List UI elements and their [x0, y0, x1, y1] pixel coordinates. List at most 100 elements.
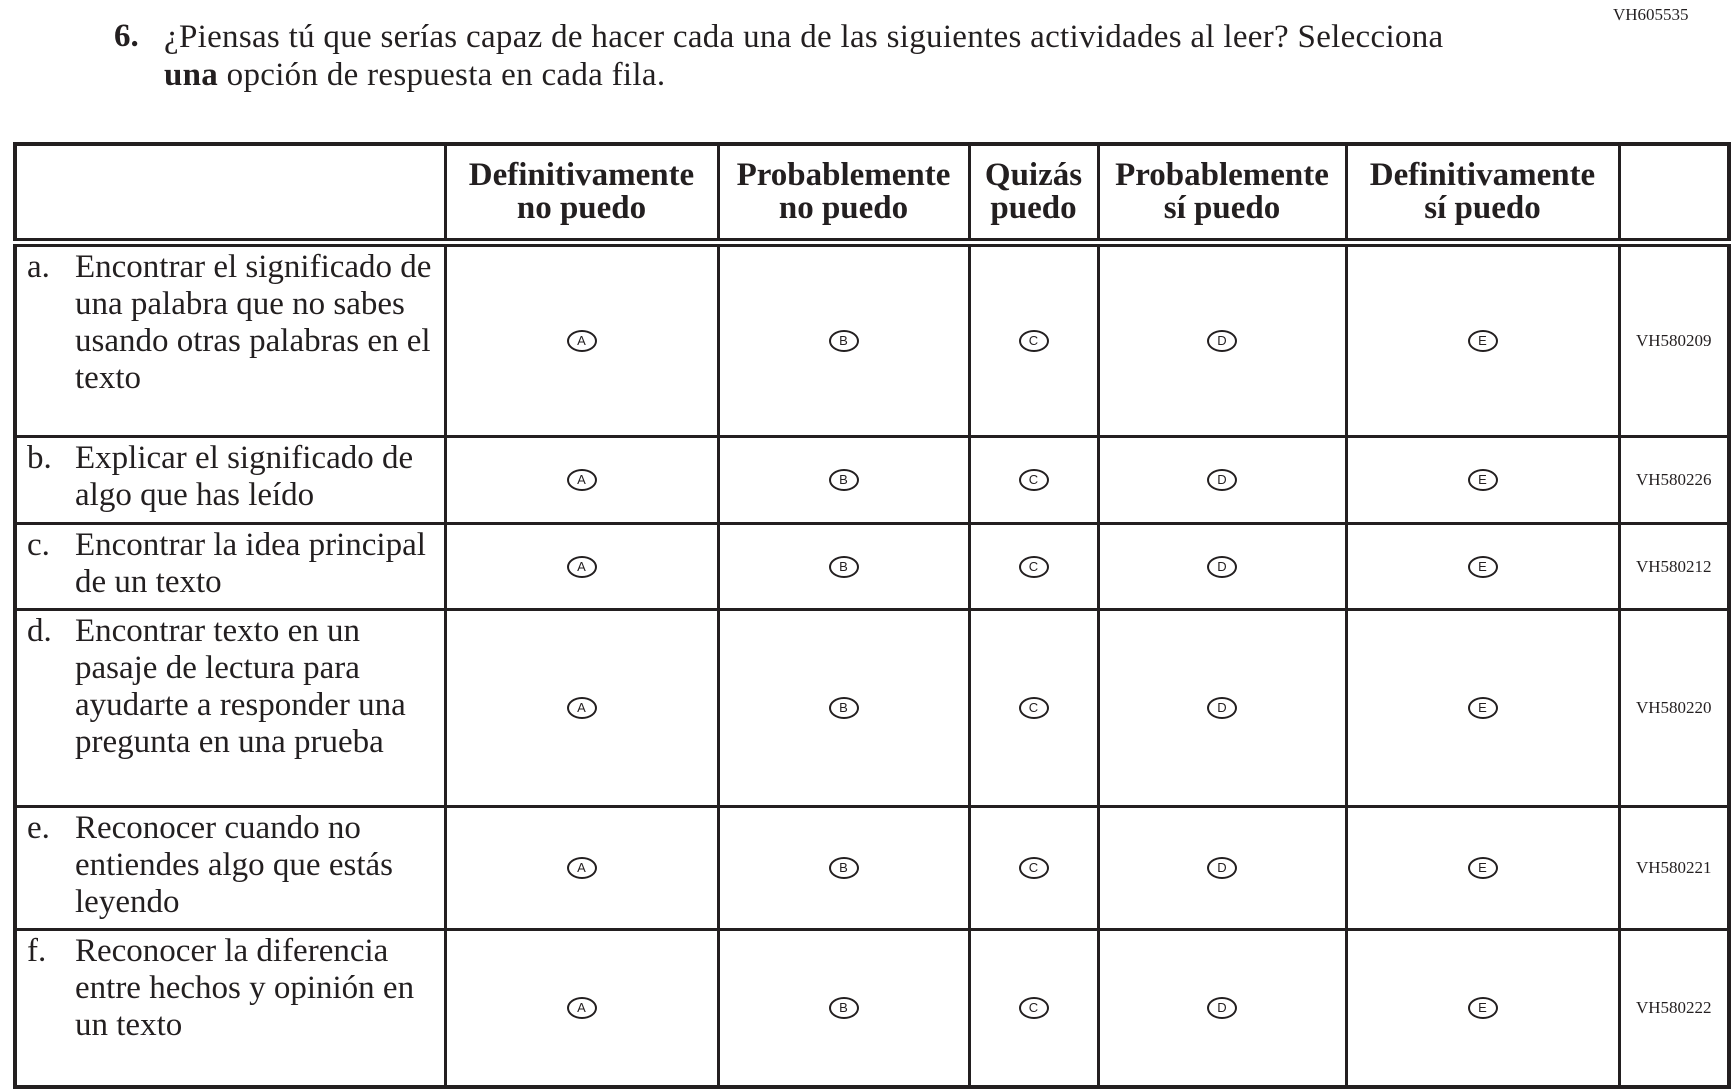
option-bubble[interactable]: B: [828, 469, 859, 491]
response-grid: Definitivamente no puedo Probablemente no p…: [13, 142, 1731, 1089]
table-row: d. Encontrar texto en un pasaje de lectur…: [13, 608, 1731, 808]
option-bubble[interactable]: C: [1018, 857, 1049, 879]
option-bubble[interactable]: D: [1207, 857, 1237, 879]
item-id: VH605535: [1613, 5, 1689, 24]
option-bubble[interactable]: C: [1018, 469, 1049, 491]
option-bubble[interactable]: E: [1467, 469, 1498, 491]
option-cell: C: [967, 805, 1100, 931]
option-cell: A: [443, 608, 720, 808]
option-bubble[interactable]: E: [1467, 857, 1498, 879]
option-bubble[interactable]: C: [1018, 555, 1049, 578]
option-cell: A: [443, 435, 720, 525]
option-bubble[interactable]: E: [1467, 555, 1498, 578]
option-bubble[interactable]: C: [1018, 996, 1049, 1019]
option-cell: E: [1344, 435, 1621, 525]
option-cell: B: [716, 241, 971, 438]
column-header-line: puedo: [990, 190, 1077, 226]
option-bubble[interactable]: D: [1207, 330, 1237, 352]
option-bubble[interactable]: A: [566, 996, 597, 1019]
table-row: f. Reconocer la diferencia entre hechos y…: [13, 928, 1731, 1088]
row-letter: f.: [27, 933, 47, 969]
option-cell: A: [443, 805, 720, 931]
option-cell: B: [716, 522, 971, 611]
option-bubble[interactable]: A: [566, 555, 597, 578]
option-bubble[interactable]: D: [1207, 469, 1237, 491]
option-bubble[interactable]: B: [828, 555, 859, 578]
header-row: Definitivamente no puedo Probablemente no p…: [13, 142, 1731, 247]
row-stem: e. Reconocer cuando no entiendes algo que…: [13, 805, 447, 931]
option-cell: B: [716, 608, 971, 808]
option-bubble[interactable]: E: [1467, 697, 1498, 719]
column-header: Probablemente no puedo: [716, 142, 971, 247]
row-code: VH580226: [1617, 435, 1731, 525]
row-text: Reconocer la diferencia entre hechos y o…: [75, 933, 415, 1043]
question-number: 6.: [114, 18, 139, 54]
option-bubble[interactable]: B: [828, 996, 859, 1019]
row-text: Reconocer cuando no entiendes algo que e…: [75, 810, 393, 920]
question-text-bold: una: [164, 57, 219, 93]
option-cell: E: [1344, 608, 1621, 808]
option-cell: A: [443, 241, 720, 438]
row-code: VH580209: [1617, 241, 1731, 438]
option-bubble[interactable]: E: [1467, 330, 1498, 352]
option-cell: E: [1344, 522, 1621, 611]
option-cell: A: [443, 928, 720, 1088]
row-code: VH580212: [1617, 522, 1731, 611]
question-text: ¿Piensas tú que serías capaz de hacer ca…: [164, 18, 1464, 94]
row-letter: c.: [27, 527, 50, 563]
row-stem: c. Encontrar la idea principal de un text…: [13, 522, 447, 611]
option-cell: E: [1344, 928, 1621, 1088]
row-letter: e.: [27, 810, 50, 846]
table-row: a. Encontrar el significado de una palabr…: [13, 241, 1731, 438]
column-header-line: sí puedo: [1163, 190, 1281, 226]
column-header-line: Definitivamente: [468, 157, 695, 193]
row-letter: d.: [27, 613, 52, 649]
option-bubble[interactable]: B: [828, 330, 859, 352]
column-header-line: no puedo: [516, 190, 647, 226]
option-cell: C: [967, 928, 1100, 1088]
option-cell: C: [967, 241, 1100, 438]
row-text: Encontrar la idea principal de un texto: [75, 527, 426, 600]
option-cell: D: [1096, 608, 1348, 808]
option-cell: A: [443, 522, 720, 611]
option-cell: C: [967, 522, 1100, 611]
column-header: Probablemente sí puedo: [1096, 142, 1348, 247]
option-bubble[interactable]: C: [1018, 697, 1049, 719]
option-cell: C: [967, 608, 1100, 808]
option-cell: D: [1096, 522, 1348, 611]
table-row: b. Explicar el significado de algo que ha…: [13, 435, 1731, 525]
option-bubble[interactable]: A: [566, 697, 597, 719]
option-bubble[interactable]: D: [1207, 555, 1237, 578]
question-text-part: opción de respuesta en cada fila.: [218, 57, 666, 93]
row-stem: a. Encontrar el significado de una palabr…: [13, 241, 447, 438]
option-bubble[interactable]: A: [566, 330, 597, 352]
column-header-line: no puedo: [778, 190, 909, 226]
question-text-part: ¿Piensas tú que serías capaz de hacer ca…: [164, 19, 1444, 55]
column-header-line: Definitivamente: [1369, 157, 1596, 193]
option-bubble[interactable]: C: [1018, 330, 1049, 352]
option-bubble[interactable]: D: [1207, 996, 1237, 1019]
option-cell: B: [716, 435, 971, 525]
option-cell: E: [1344, 241, 1621, 438]
option-cell: D: [1096, 241, 1348, 438]
header-blank: [1617, 142, 1731, 247]
row-stem: b. Explicar el significado de algo que ha…: [13, 435, 447, 525]
option-cell: B: [716, 805, 971, 931]
option-bubble[interactable]: B: [828, 697, 859, 719]
row-text: Explicar el significado de algo que has …: [75, 440, 414, 513]
option-bubble[interactable]: A: [566, 469, 597, 491]
option-bubble[interactable]: E: [1467, 996, 1498, 1019]
row-text: Encontrar el significado de una palabra …: [75, 249, 432, 396]
option-bubble[interactable]: D: [1207, 697, 1237, 719]
option-cell: D: [1096, 435, 1348, 525]
option-cell: C: [967, 435, 1100, 525]
column-header-line: Probablemente: [1115, 157, 1329, 193]
option-bubble[interactable]: A: [566, 857, 597, 879]
option-cell: E: [1344, 805, 1621, 931]
row-code: VH580220: [1617, 608, 1731, 808]
option-cell: D: [1096, 928, 1348, 1088]
table-row: c. Encontrar la idea principal de un text…: [13, 522, 1731, 611]
column-header-line: Quizás: [984, 157, 1083, 193]
option-bubble[interactable]: B: [828, 857, 859, 879]
row-letter: b.: [27, 440, 52, 476]
